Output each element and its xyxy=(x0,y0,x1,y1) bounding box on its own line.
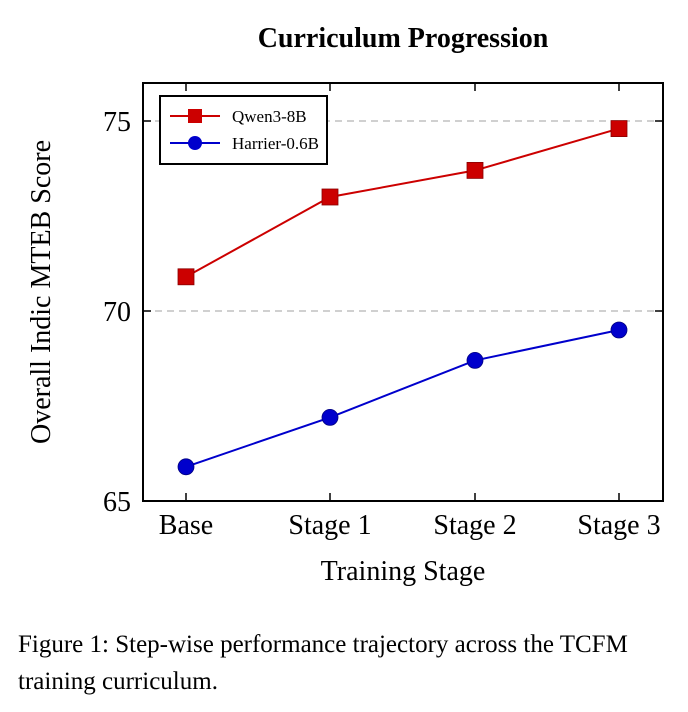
series-layer xyxy=(177,120,628,476)
x-tick-label: Base xyxy=(159,510,213,541)
caption-text: Step-wise performance trajectory across … xyxy=(18,631,628,695)
data-point-harrier-0-6b xyxy=(610,321,628,339)
data-point-qwen3-8b xyxy=(177,268,195,286)
y-tick-label: 70 xyxy=(103,297,131,328)
x-tick-label: Stage 1 xyxy=(288,510,371,541)
legend-marker-qwen3-8b xyxy=(188,109,202,123)
legend: Qwen3-8B Harrier-0.6B xyxy=(159,95,328,165)
series-line-qwen3-8b xyxy=(185,127,620,278)
legend-label-qwen3-8b: Qwen3-8B xyxy=(232,107,307,126)
figure-caption: Figure 1: Step-wise performance trajecto… xyxy=(18,626,678,700)
chart: Curriculum Progression 65 70 75 Base Stage … xyxy=(26,23,664,587)
y-tick-label: 75 xyxy=(103,107,131,138)
data-point-harrier-0-6b xyxy=(321,408,339,426)
y-ticks: 65 70 75 xyxy=(103,107,663,518)
x-ticks: Base Stage 1 Stage 2 Stage 3 xyxy=(159,83,661,541)
legend-marker-harrier-0-6b xyxy=(188,136,202,150)
chart-title: Curriculum Progression xyxy=(258,23,549,54)
y-tick-label: 65 xyxy=(103,487,131,518)
x-axis-label: Training Stage xyxy=(321,556,486,587)
x-tick-label: Stage 3 xyxy=(577,510,660,541)
series-line-harrier-0-6b xyxy=(185,329,620,468)
caption-label: Figure 1: xyxy=(18,631,109,658)
legend-label-harrier-0-6b: Harrier-0.6B xyxy=(232,134,319,153)
data-point-qwen3-8b xyxy=(321,188,339,206)
data-point-qwen3-8b xyxy=(610,120,628,137)
x-tick-label: Stage 2 xyxy=(433,510,516,541)
data-point-harrier-0-6b xyxy=(466,351,484,369)
plot-frame xyxy=(142,82,664,502)
legend-box xyxy=(159,95,328,165)
data-point-harrier-0-6b xyxy=(177,458,195,476)
data-point-qwen3-8b xyxy=(466,161,484,179)
y-axis-label: Overall Indic MTEB Score xyxy=(26,140,57,444)
